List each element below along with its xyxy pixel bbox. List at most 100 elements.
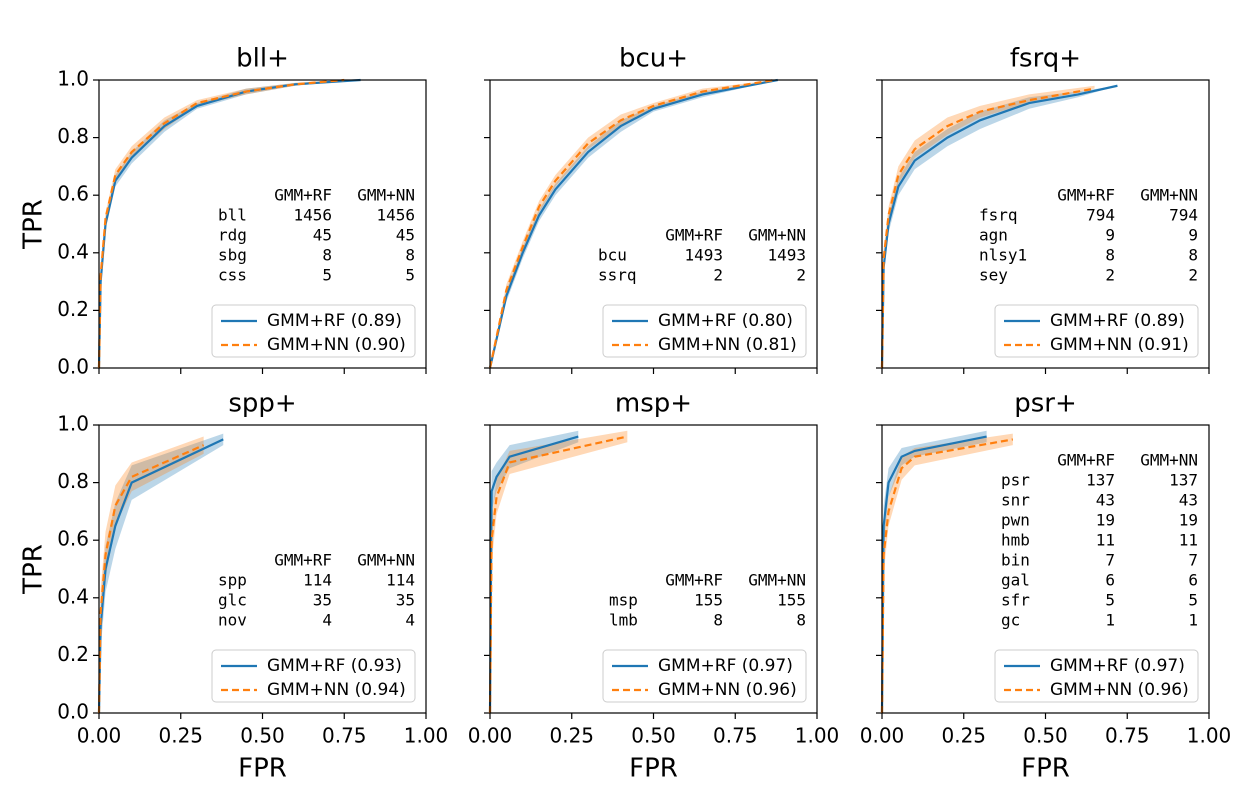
y-tick-label: 1.0 <box>57 67 89 91</box>
x-tick-label: 1.00 <box>404 724 449 748</box>
legend-label: GMM+RF (0.89) <box>1050 311 1185 331</box>
table-header: GMM+NN <box>748 226 806 245</box>
panel-title: fsrq+ <box>1010 44 1081 74</box>
table-row-label: ssrq <box>598 266 637 285</box>
table-row-label: gc <box>1001 611 1020 630</box>
y-tick-label: 0.6 <box>57 527 89 551</box>
table-cell: 114 <box>303 571 332 590</box>
table-row-label: msp <box>609 591 638 610</box>
y-axis-label: TPR <box>19 199 49 250</box>
y-tick-label: 0.8 <box>57 469 89 493</box>
table-header: GMM+RF <box>274 551 332 570</box>
legend-label: GMM+NN (0.81) <box>658 335 797 355</box>
table-cell: 35 <box>396 591 415 610</box>
table-cell: 5 <box>1188 591 1198 610</box>
x-tick-label: 0.50 <box>1023 724 1068 748</box>
table-header: GMM+RF <box>274 186 332 205</box>
legend-box <box>994 649 1199 703</box>
table-cell: 11 <box>1096 531 1115 550</box>
table-row-label: css <box>218 266 247 285</box>
y-tick-label: 0.2 <box>57 297 89 321</box>
y-tick-label: 0.4 <box>57 584 89 608</box>
table-row-label: sbg <box>218 246 247 265</box>
legend-box <box>602 304 807 358</box>
y-tick-label: 0.6 <box>57 182 89 206</box>
axes-frame <box>98 79 427 369</box>
axes-frame <box>489 424 818 714</box>
legend-label: GMM+RF (0.97) <box>658 656 793 676</box>
confidence-band <box>99 433 224 713</box>
table-cell: 1 <box>1188 611 1198 630</box>
table-row-label: agn <box>979 226 1008 245</box>
panel-title: msp+ <box>615 389 692 419</box>
table-cell: 1493 <box>684 246 723 265</box>
roc-line <box>97 78 345 369</box>
table-cell: 137 <box>1169 471 1198 490</box>
table-row-label: nlsy1 <box>979 246 1027 265</box>
y-tick-label: 0.2 <box>57 642 89 666</box>
y-tick-label: 0.0 <box>57 355 89 379</box>
x-tick-label: 0.00 <box>468 724 513 748</box>
table-row-label: hmb <box>1001 531 1030 550</box>
table-cell: 1456 <box>293 206 332 225</box>
x-tick-label: 0.00 <box>77 724 122 748</box>
table-cell: 43 <box>1179 491 1198 510</box>
panel-title: bcu+ <box>619 44 688 74</box>
x-tick-label: 0.50 <box>631 724 676 748</box>
table-cell: 7 <box>1188 551 1198 570</box>
x-tick-label: 0.75 <box>713 724 758 748</box>
panel-title: bll+ <box>236 44 289 74</box>
table-cell: 9 <box>1188 226 1198 245</box>
x-axis-label: FPR <box>238 754 287 784</box>
y-tick-label: 1.0 <box>57 412 89 436</box>
table-header: GMM+RF <box>1057 186 1115 205</box>
table-header: GMM+NN <box>748 571 806 590</box>
legend-label: GMM+NN (0.90) <box>267 335 406 355</box>
x-tick-label: 1.00 <box>795 724 840 748</box>
table-cell: 8 <box>1105 246 1115 265</box>
table-cell: 8 <box>713 611 723 630</box>
table-cell: 4 <box>405 611 415 630</box>
table-row-label: spp <box>218 571 247 590</box>
table-row-label: bin <box>1001 551 1030 570</box>
table-row-label: bll <box>218 206 247 225</box>
table-cell: 6 <box>1105 571 1115 590</box>
table-header: GMM+NN <box>357 186 415 205</box>
table-cell: 2 <box>796 266 806 285</box>
table-row-label: pwn <box>1001 511 1030 530</box>
roc-line <box>488 435 628 714</box>
legend-label: GMM+RF (0.93) <box>267 656 402 676</box>
table-row-label: gal <box>1001 571 1030 590</box>
table-cell: 8 <box>796 611 806 630</box>
legend-label: GMM+RF (0.80) <box>658 311 793 331</box>
legend-box <box>211 304 416 358</box>
table-header: GMM+RF <box>1057 451 1115 470</box>
table-cell: 2 <box>1188 266 1198 285</box>
roc-line <box>880 438 1013 714</box>
table-cell: 11 <box>1179 531 1198 550</box>
legend-label: GMM+NN (0.91) <box>1050 335 1189 355</box>
table-cell: 7 <box>1105 551 1115 570</box>
table-row-label: sey <box>979 266 1008 285</box>
confidence-band <box>882 433 1013 713</box>
table-header: GMM+RF <box>665 571 723 590</box>
y-axis-label: TPR <box>19 544 49 595</box>
x-tick-label: 1.00 <box>1187 724 1232 748</box>
table-row-label: fsrq <box>979 206 1018 225</box>
table-cell: 5 <box>322 266 332 285</box>
legend-label: GMM+NN (0.96) <box>658 680 797 700</box>
axes-frame <box>98 424 427 714</box>
confidence-band <box>99 436 204 713</box>
table-cell: 19 <box>1179 511 1198 530</box>
table-header: GMM+RF <box>665 226 723 245</box>
table-cell: 5 <box>405 266 415 285</box>
legend-box <box>994 304 1199 358</box>
legend-label: GMM+NN (0.94) <box>267 680 406 700</box>
table-row-label: sfr <box>1001 591 1030 610</box>
table-cell: 43 <box>1096 491 1115 510</box>
y-tick-label: 0.0 <box>57 700 89 724</box>
legend-box <box>602 649 807 703</box>
table-cell: 45 <box>396 226 415 245</box>
axes-frame <box>881 424 1210 714</box>
table-cell: 8 <box>405 246 415 265</box>
